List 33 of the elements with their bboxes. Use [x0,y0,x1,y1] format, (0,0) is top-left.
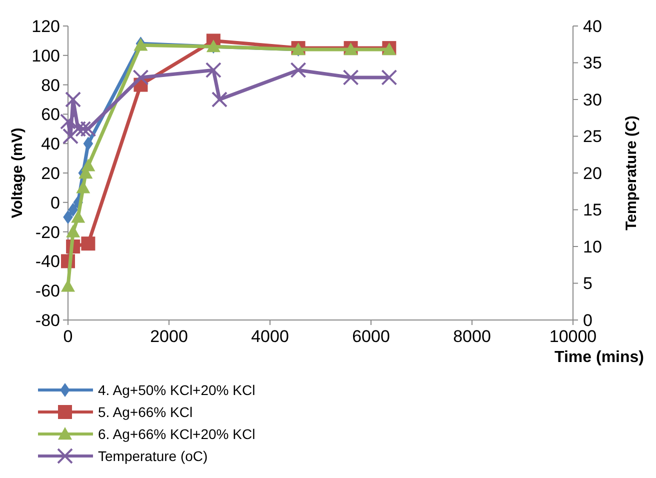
y2-tick-label: 0 [583,310,592,330]
x-tick-label: 4000 [251,327,289,346]
y2-tick-label: 30 [583,90,602,110]
y2-tick-label: 35 [583,54,602,73]
y-tick-label: -40 [35,252,60,272]
legend-label: 5. Ag+66% KCl [98,404,193,420]
y-tick-label: -20 [35,222,60,242]
y-tick-label: 60 [41,105,60,124]
y-axis-title: Voltage (mV) [9,128,26,218]
x-tick-label: 2000 [150,327,188,346]
x-axis-title: Time (mins) [554,349,644,366]
y-tick-label: -60 [35,282,60,301]
y2-tick-label: 15 [583,200,602,220]
y2-tick-label: 20 [583,164,602,183]
y2-tick-label: 40 [583,16,602,36]
legend-label: 6. Ag+66% KCl+20% KCl [98,426,256,442]
y-tick-label: 80 [41,76,60,95]
y-tick-label: -80 [35,310,60,330]
y2-tick-label: 5 [583,274,592,294]
y-tick-label: 100 [32,46,60,66]
x-tick-label: 6000 [352,327,390,346]
x-tick-label: 8000 [453,327,491,346]
y-tick-label: 40 [41,134,60,154]
legend-label: Temperature (oC) [98,448,208,464]
y-tick-label: 120 [32,16,60,36]
x-tick-label: 0 [63,327,73,346]
y2-tick-label: 10 [583,237,602,256]
y-tick-label: 0 [50,193,60,212]
y2-axis-title: Temperature (C) [623,116,640,230]
legend-label: 4. Ag+50% KCl+20% KCl [98,382,256,398]
x-tick-label: 10000 [549,327,597,346]
y-tick-label: 20 [41,164,60,183]
y2-tick-label: 25 [583,127,602,146]
